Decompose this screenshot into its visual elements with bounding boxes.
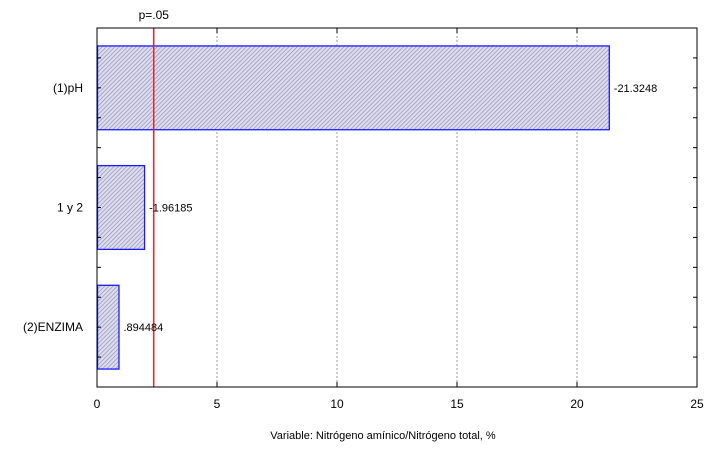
x-tick-label: 5 [214, 397, 221, 411]
x-tick-label: 15 [450, 397, 464, 411]
value-label: .894484 [123, 322, 163, 334]
axes [96, 27, 698, 388]
value-label: -1.96185 [149, 203, 192, 215]
bars [96, 45, 610, 370]
category-label: (1)pH [53, 81, 83, 95]
labels: (1)pH -21.3248 1 y 2 -1.96185 (2)ENZIMA .8944… [23, 8, 704, 442]
bar [96, 164, 146, 251]
category-label: 1 y 2 [57, 201, 83, 215]
x-tick-label: 20 [570, 397, 584, 411]
reference-line-label: p=.05 [139, 8, 170, 22]
x-tick-label: 10 [330, 397, 344, 411]
x-tick-label: 25 [690, 397, 704, 411]
value-label: -21.3248 [614, 83, 657, 95]
x-axis-title: Variable: Nitrógeno amínico/Nitrógeno to… [270, 430, 496, 442]
bar [96, 45, 610, 131]
category-label: (2)ENZIMA [23, 320, 83, 334]
x-tick-label: 0 [94, 397, 101, 411]
